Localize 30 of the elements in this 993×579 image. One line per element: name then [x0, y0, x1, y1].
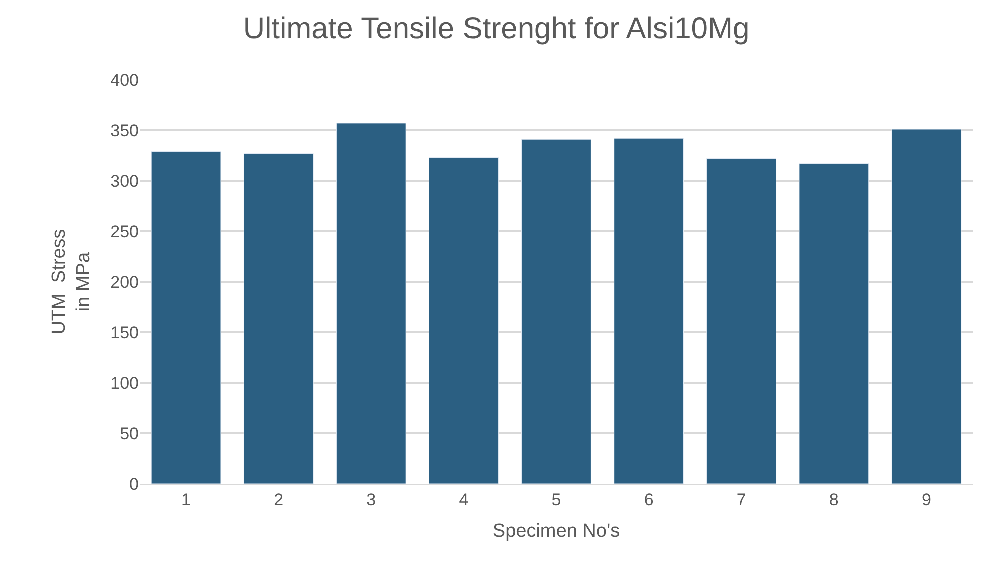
- y-tick-label: 150: [110, 323, 139, 342]
- chart-title: Ultimate Tensile Strenght for Alsi10Mg: [243, 12, 750, 46]
- y-axis-title: UTM Stress in MPa: [48, 229, 94, 335]
- x-tick-label: 9: [922, 490, 932, 510]
- y-tick-label: 200: [110, 272, 139, 292]
- y-tick-label: 350: [110, 121, 139, 140]
- y-tick-label: 300: [110, 172, 139, 191]
- bar: [706, 158, 777, 484]
- x-tick-label: 1: [182, 490, 192, 510]
- x-tick-label: 7: [736, 490, 746, 510]
- y-tick-label: 400: [110, 70, 139, 90]
- x-tick-label: 6: [644, 490, 654, 510]
- bar: [336, 123, 406, 484]
- bar: [428, 158, 499, 484]
- y-tick-label: 0: [130, 474, 139, 494]
- x-tick-label: 2: [274, 490, 284, 510]
- x-tick-label: 8: [829, 490, 839, 510]
- bar: [522, 139, 592, 484]
- x-axis-title: Specimen No's: [492, 521, 620, 542]
- x-tick-label: 4: [459, 490, 469, 510]
- y-tick-label: 100: [110, 374, 139, 393]
- bar: [892, 129, 962, 484]
- y-tick-label: 250: [110, 222, 139, 242]
- bar: [614, 138, 684, 484]
- bar: [151, 151, 222, 484]
- y-tick-label: 50: [120, 424, 139, 444]
- x-tick-label: 3: [366, 490, 376, 510]
- bar: [799, 164, 870, 484]
- bar: [244, 153, 314, 484]
- x-tick-label: 5: [552, 490, 562, 510]
